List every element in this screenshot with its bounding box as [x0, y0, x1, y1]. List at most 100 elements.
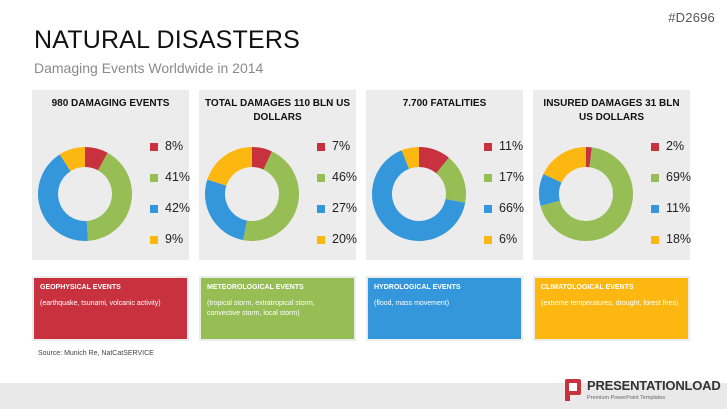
chart-legend: 8% 41% 42% 9%	[150, 139, 191, 264]
donut-slice-meteorological	[436, 157, 466, 203]
page-subtitle: Damaging Events Worldwide in 2014	[34, 60, 264, 76]
legend-swatch	[651, 143, 659, 151]
category-title: GEOPHYSICAL EVENTS	[40, 284, 121, 291]
legend-swatch	[484, 143, 492, 151]
brand-name: PRESENTATIONLOAD	[587, 378, 721, 393]
chart-panel-total-damages: TOTAL DAMAGES 110 BLN US DOLLARS 7% 46% …	[199, 90, 357, 260]
legend-item-geophysical: 2%	[651, 139, 691, 171]
legend-label: 69%	[666, 170, 692, 184]
donut-slice-geophysical	[419, 147, 449, 174]
legend-label: 7%	[332, 139, 351, 153]
brand-logo: PRESENTATIONLOAD Premium PowerPoint Temp…	[565, 375, 721, 405]
legend-swatch	[150, 236, 158, 244]
chart-panel-insured-damages: INSURED DAMAGES 31 BLN US DOLLARS 2% 69%…	[533, 90, 691, 260]
legend-label: 2%	[666, 139, 685, 153]
chart-legend: 11% 17% 66% 6%	[484, 139, 525, 264]
chart-title: 980 DAMAGING EVENTS	[51, 98, 170, 109]
legend-label: 42%	[165, 201, 191, 215]
slide-code: #D2696	[668, 10, 715, 25]
category-row: GEOPHYSICAL EVENTS (earthquake, tsunami,…	[32, 276, 690, 341]
chart-panel-fatalities: 7.700 FATALITIES 11% 17% 66% 6%	[366, 90, 524, 260]
category-description: (earthquake, tsunami, volcanic activity)	[40, 300, 161, 307]
donut-slice-hydrological	[539, 173, 562, 206]
legend-swatch	[651, 174, 659, 182]
category-card-meteorological: METEOROLOGICAL EVENTS (tropical storm, e…	[199, 276, 356, 341]
legend-item-geophysical: 8%	[150, 139, 190, 171]
legend-label: 17%	[499, 170, 525, 184]
page-title: NATURAL DISASTERS	[34, 26, 300, 54]
donut-chart	[205, 147, 299, 241]
footer-bar	[0, 383, 727, 409]
category-card-climatological: CLIMATOLOGICAL EVENTS (extreme temperatu…	[533, 276, 690, 341]
donut-slice-climatological	[401, 147, 419, 169]
donut-slice-hydrological	[205, 179, 247, 241]
legend-swatch	[484, 236, 492, 244]
donut-slice-meteorological	[86, 152, 132, 241]
legend-label: 11%	[666, 201, 691, 215]
legend-item-climatological: 9%	[150, 232, 190, 264]
category-description: (extreme temperatures, drought, forest f…	[541, 300, 679, 307]
category-title: HYDROLOGICAL EVENTS	[374, 284, 461, 291]
chart-panel-damaging-events: 980 DAMAGING EVENTS 8% 41% 42% 9%	[32, 90, 190, 260]
legend-label: 46%	[332, 170, 358, 184]
category-title: METEOROLOGICAL EVENTS	[207, 284, 304, 291]
category-box: CLIMATOLOGICAL EVENTS (extreme temperatu…	[535, 278, 688, 339]
legend-item-geophysical: 7%	[317, 139, 357, 171]
category-description: (tropical storm, extratropical storm, co…	[207, 300, 315, 317]
legend-item-climatological: 6%	[484, 232, 524, 264]
category-card-hydrological: HYDROLOGICAL EVENTS (flood, mass movemen…	[366, 276, 523, 341]
brand-tagline: Premium PowerPoint Templates	[587, 395, 666, 401]
source-note: Source: Munich Re, NatCatSERVICE	[38, 350, 154, 357]
category-title: CLIMATOLOGICAL EVENTS	[541, 284, 634, 291]
donut-slice-hydrological	[37, 154, 88, 241]
donut-chart	[539, 147, 633, 241]
legend-swatch	[317, 236, 325, 244]
legend-swatch	[651, 205, 659, 213]
legend-swatch	[651, 236, 659, 244]
legend-label: 9%	[165, 232, 184, 246]
legend-item-meteorological: 17%	[484, 170, 525, 202]
legend-item-geophysical: 11%	[484, 139, 524, 171]
donut-slice-geophysical	[586, 147, 592, 168]
legend-label: 27%	[332, 201, 358, 215]
donut-slice-climatological	[207, 147, 252, 186]
legend-swatch	[484, 174, 492, 182]
legend-swatch	[317, 143, 325, 151]
legend-item-meteorological: 69%	[651, 170, 692, 202]
legend-label: 20%	[332, 232, 358, 246]
donut-slice-hydrological	[372, 150, 466, 241]
legend-label: 18%	[666, 232, 692, 246]
legend-label: 8%	[165, 139, 184, 153]
legend-label: 6%	[499, 232, 518, 246]
legend-item-hydrological: 66%	[484, 201, 525, 233]
legend-swatch	[150, 143, 158, 151]
legend-item-climatological: 18%	[651, 232, 692, 264]
category-box: GEOPHYSICAL EVENTS (earthquake, tsunami,…	[34, 278, 187, 339]
donut-slice-climatological	[59, 147, 85, 172]
legend-item-meteorological: 46%	[317, 170, 358, 202]
chart-title: 7.700 FATALITIES	[402, 98, 487, 109]
chart-legend: 7% 46% 27% 20%	[317, 139, 358, 264]
chart-title: INSURED DAMAGES 31 BLN US DOLLARS	[543, 98, 680, 123]
chart-title: TOTAL DAMAGES 110 BLN US DOLLARS	[204, 98, 351, 123]
legend-swatch	[150, 205, 158, 213]
category-box: METEOROLOGICAL EVENTS (tropical storm, e…	[201, 278, 354, 339]
donut-chart	[37, 147, 132, 241]
donut-slice-geophysical	[252, 147, 273, 170]
legend-item-hydrological: 11%	[651, 201, 691, 233]
donut-slice-geophysical	[85, 147, 108, 171]
legend-label: 41%	[165, 170, 191, 184]
legend-swatch	[317, 205, 325, 213]
chart-legend: 2% 69% 11% 18%	[651, 139, 692, 264]
legend-label: 66%	[499, 201, 525, 215]
legend-item-meteorological: 41%	[150, 170, 191, 202]
category-card-geophysical: GEOPHYSICAL EVENTS (earthquake, tsunami,…	[32, 276, 189, 341]
category-box: HYDROLOGICAL EVENTS (flood, mass movemen…	[368, 278, 521, 339]
presentationload-logo-icon	[565, 379, 581, 401]
donut-slice-meteorological	[540, 147, 633, 241]
category-description: (flood, mass movement)	[374, 300, 450, 307]
charts-row: 980 DAMAGING EVENTS 8% 41% 42% 9% TOTAL …	[32, 90, 691, 260]
legend-label: 11%	[499, 139, 524, 153]
donut-chart	[372, 147, 466, 241]
legend-item-hydrological: 27%	[317, 201, 358, 233]
